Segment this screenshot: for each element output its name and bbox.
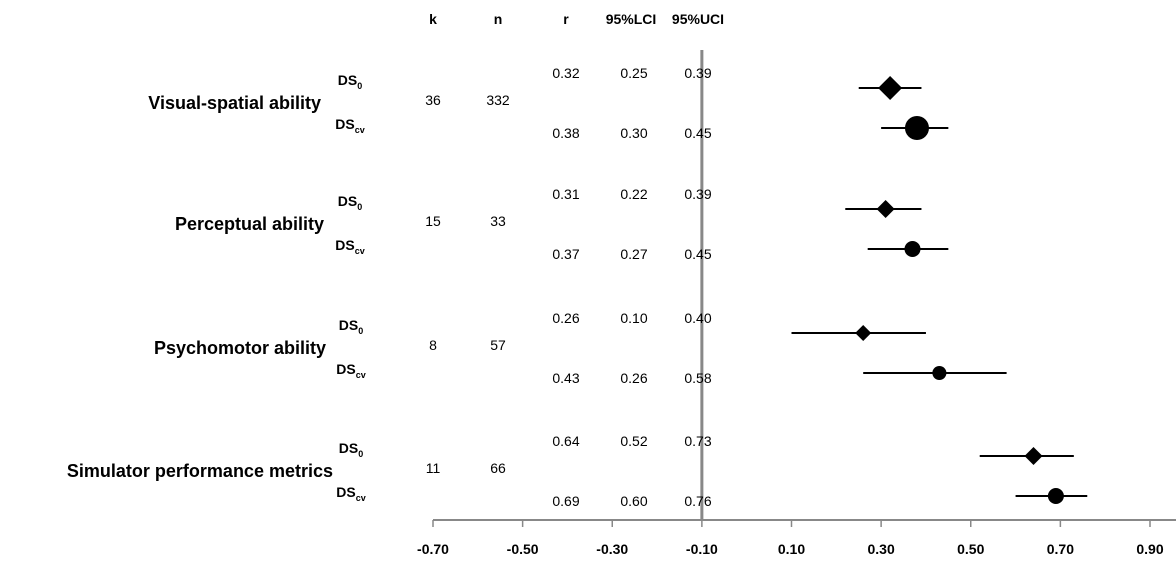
row-label-subscript: 0 [358, 326, 363, 336]
row-label-subscript: cv [356, 370, 366, 380]
k-value: 11 [426, 460, 441, 476]
point-estimate-diamond [878, 76, 903, 100]
r-value: 0.43 [552, 370, 579, 386]
k-value: 36 [425, 92, 441, 108]
n-value: 332 [486, 92, 510, 108]
point-estimate-diamond [876, 200, 895, 218]
row-label-base: DS [338, 193, 357, 209]
row-label-base: DS [336, 484, 355, 500]
row-label: DS0 [339, 440, 363, 459]
column-header-k: k [429, 11, 437, 27]
row-label: DS0 [338, 72, 362, 91]
row-label-subscript: cv [355, 125, 365, 135]
point-estimate-circle [904, 241, 921, 257]
uci-value: 0.76 [684, 493, 711, 509]
group-label: Visual-spatial ability [148, 93, 321, 113]
column-header-r: r [563, 11, 569, 27]
row-label: DScv [335, 116, 364, 135]
row-label-base: DS [338, 72, 357, 88]
x-tick-label: 0.10 [778, 541, 805, 557]
uci-value: 0.58 [684, 370, 711, 386]
uci-value: 0.39 [684, 65, 711, 81]
row-label-subscript: cv [355, 246, 365, 256]
group-label: Perceptual ability [175, 214, 324, 234]
lci-value: 0.27 [620, 246, 647, 262]
lci-value: 0.10 [620, 310, 647, 326]
uci-value: 0.73 [684, 433, 711, 449]
row-label-base: DS [335, 237, 354, 253]
x-tick-label: -0.10 [686, 541, 718, 557]
point-estimate-diamond [1024, 447, 1043, 465]
r-value: 0.38 [552, 125, 579, 141]
x-tick-label: -0.70 [417, 541, 449, 557]
x-tick-label: 0.30 [868, 541, 895, 557]
column-header-95uci: 95%UCI [672, 11, 724, 27]
row-label: DS0 [339, 317, 363, 336]
lci-value: 0.60 [620, 493, 647, 509]
point-estimate-circle [932, 366, 947, 380]
n-value: 33 [490, 213, 506, 229]
k-value: 15 [425, 213, 441, 229]
row-label-base: DS [335, 116, 354, 132]
lci-value: 0.26 [620, 370, 647, 386]
x-tick-label: 0.50 [957, 541, 984, 557]
row-label: DScv [335, 237, 364, 256]
k-value: 8 [429, 337, 437, 353]
x-tick-label: -0.50 [507, 541, 539, 557]
uci-value: 0.45 [684, 246, 711, 262]
row-label-base: DS [339, 317, 358, 333]
row-label-subscript: 0 [357, 81, 362, 91]
row-label-base: DS [336, 361, 355, 377]
group-label: Simulator performance metrics [67, 461, 333, 481]
r-value: 0.37 [552, 246, 579, 262]
lci-value: 0.22 [620, 186, 647, 202]
uci-value: 0.39 [684, 186, 711, 202]
n-value: 66 [490, 460, 506, 476]
point-estimate-circle [904, 116, 929, 140]
uci-value: 0.40 [684, 310, 711, 326]
n-value: 57 [490, 337, 506, 353]
row-label: DS0 [338, 193, 362, 212]
column-header-95lci: 95%LCI [606, 11, 657, 27]
r-value: 0.32 [552, 65, 579, 81]
uci-value: 0.45 [684, 125, 711, 141]
lci-value: 0.52 [620, 433, 647, 449]
row-label: DScv [336, 361, 365, 380]
row-label-subscript: 0 [358, 449, 363, 459]
lci-value: 0.30 [620, 125, 647, 141]
r-value: 0.69 [552, 493, 579, 509]
row-label: DScv [336, 484, 365, 503]
x-tick-label: 0.70 [1047, 541, 1074, 557]
row-label-subscript: cv [356, 493, 366, 503]
point-estimate-circle [1047, 488, 1064, 504]
column-header-n: n [494, 11, 503, 27]
group-label: Psychomotor ability [154, 338, 326, 358]
r-value: 0.64 [552, 433, 579, 449]
row-label-subscript: 0 [357, 202, 362, 212]
row-label-base: DS [339, 440, 358, 456]
point-estimate-diamond [855, 325, 872, 341]
x-tick-label: -0.30 [596, 541, 628, 557]
x-tick-label: 0.90 [1136, 541, 1163, 557]
r-value: 0.31 [552, 186, 579, 202]
lci-value: 0.25 [620, 65, 647, 81]
r-value: 0.26 [552, 310, 579, 326]
